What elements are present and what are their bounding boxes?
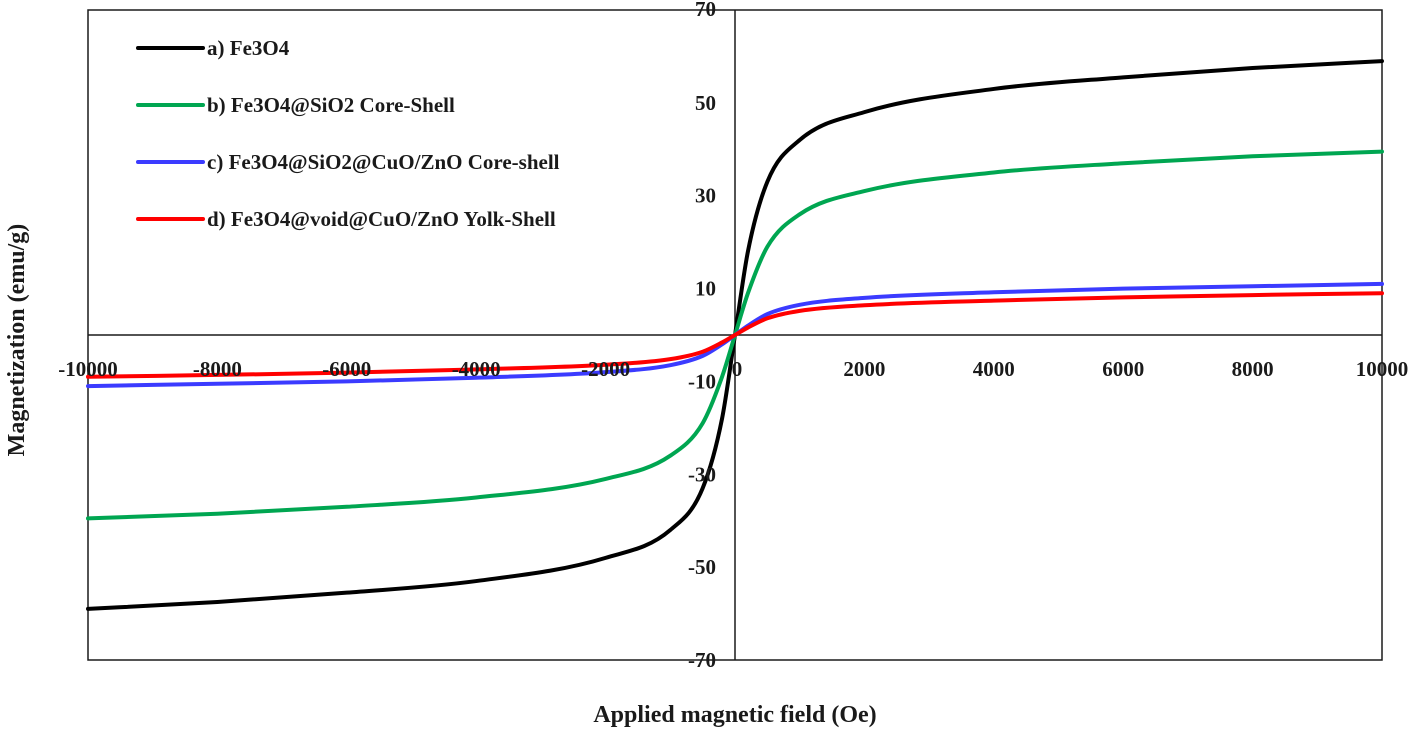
legend-label: c) Fe3O4@SiO2@CuO/ZnO Core-shell [207,150,560,174]
legend-label: b) Fe3O4@SiO2 Core-Shell [207,93,455,117]
x-tick-label: -2000 [581,357,630,381]
y-tick-label: -10 [688,369,716,393]
y-tick-labels: 70 50 30 10 -10 -30 -50 -70 [688,0,716,672]
x-tick-label: -8000 [193,357,242,381]
x-tick-label: -10000 [58,357,118,381]
y-tick-label: -70 [688,648,716,672]
y-tick-label: -30 [688,462,716,486]
legend-label: d) Fe3O4@void@CuO/ZnO Yolk-Shell [207,207,556,231]
legend-entry: b) Fe3O4@SiO2 Core-Shell [136,93,455,117]
y-tick-label: 30 [695,184,716,208]
y-tick-label: 10 [695,277,716,301]
x-tick-labels: -10000 -8000 -6000 -4000 -2000 0 2000 4000 6000 8… [58,357,1408,381]
x-tick-label: 4000 [973,357,1015,381]
x-tick-label: 2000 [843,357,885,381]
legend-label: a) Fe3O4 [207,36,290,60]
series-line-4 [86,291,1384,379]
legend-entry: a) Fe3O4 [136,36,290,60]
x-tick-label: -4000 [452,357,501,381]
x-tick-label: 10000 [1356,357,1409,381]
x-tick-label: -6000 [322,357,371,381]
x-axis-title: Applied magnetic field (Oe) [593,702,876,728]
legend-entry: c) Fe3O4@SiO2@CuO/ZnO Core-shell [136,150,560,174]
x-tick-label: 0 [732,357,743,381]
y-axis-title: Magnetization (emu/g) [4,224,30,457]
x-tick-label: 6000 [1102,357,1144,381]
y-tick-label: 50 [695,91,716,115]
series-layer [86,59,1384,611]
x-tick-label: 8000 [1232,357,1274,381]
legend-entry: d) Fe3O4@void@CuO/ZnO Yolk-Shell [136,207,556,231]
legend: a) Fe3O4 b) Fe3O4@SiO2 Core-Shell c) Fe3O4… [136,36,560,231]
y-tick-label: 70 [695,0,716,21]
y-tick-label: -50 [688,555,716,579]
